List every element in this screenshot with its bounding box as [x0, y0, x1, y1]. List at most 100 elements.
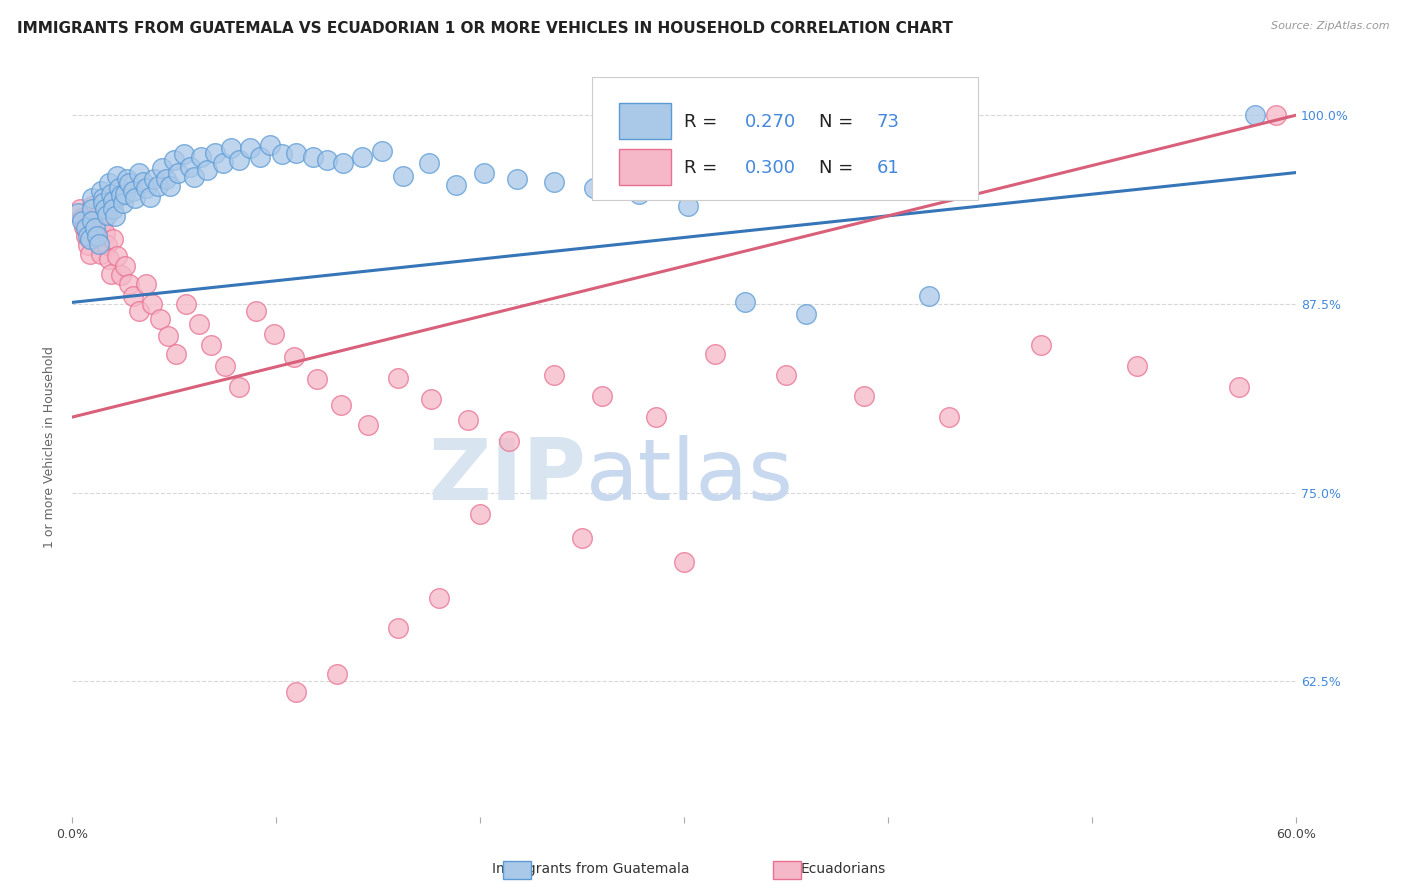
Point	[775, 368, 797, 382]
Point	[100, 267, 122, 281]
Point	[457, 413, 479, 427]
Point	[105, 249, 128, 263]
Text: Source: ZipAtlas.com: Source: ZipAtlas.com	[1271, 21, 1389, 31]
Point	[72, 214, 94, 228]
Point	[734, 295, 756, 310]
Point	[72, 211, 94, 225]
Text: ZIP: ZIP	[429, 435, 586, 518]
Point	[938, 410, 960, 425]
Point	[159, 179, 181, 194]
Point	[190, 151, 212, 165]
Point	[150, 161, 173, 175]
Point	[91, 195, 114, 210]
Point	[104, 210, 127, 224]
Point	[506, 171, 529, 186]
Point	[271, 147, 294, 161]
Point	[673, 555, 696, 569]
Point	[122, 184, 145, 198]
Point	[97, 176, 120, 190]
Point	[852, 389, 875, 403]
Point	[146, 179, 169, 194]
Text: R =: R =	[685, 112, 723, 131]
Point	[101, 194, 124, 209]
Point	[644, 410, 666, 425]
FancyBboxPatch shape	[619, 103, 671, 139]
Point	[82, 191, 104, 205]
Point	[259, 138, 281, 153]
Point	[212, 156, 235, 170]
Point	[1029, 337, 1052, 351]
Text: Ecuadorians: Ecuadorians	[801, 862, 886, 876]
Point	[285, 685, 308, 699]
Point	[101, 232, 124, 246]
Point	[285, 145, 308, 160]
Point	[332, 156, 354, 170]
Point	[156, 328, 179, 343]
Point	[676, 199, 699, 213]
Point	[114, 186, 136, 201]
Point	[105, 169, 128, 183]
Point	[110, 268, 132, 283]
Point	[498, 434, 520, 449]
Point	[543, 175, 565, 189]
Point	[124, 191, 146, 205]
Point	[96, 238, 118, 252]
Point	[330, 398, 353, 412]
Point	[118, 277, 141, 292]
Text: 0.300: 0.300	[745, 159, 796, 177]
Point	[110, 188, 132, 202]
Point	[179, 160, 201, 174]
Text: N =: N =	[818, 159, 859, 177]
FancyBboxPatch shape	[592, 78, 977, 200]
Point	[628, 186, 651, 201]
Point	[67, 206, 90, 220]
Point	[387, 622, 409, 636]
Point	[305, 372, 328, 386]
Point	[115, 171, 138, 186]
Point	[418, 156, 440, 170]
Point	[77, 238, 100, 252]
Text: 0.270: 0.270	[745, 112, 797, 131]
Point	[75, 229, 97, 244]
Point	[239, 141, 262, 155]
Text: IMMIGRANTS FROM GUATEMALA VS ECUADORIAN 1 OR MORE VEHICLES IN HOUSEHOLD CORRELAT: IMMIGRANTS FROM GUATEMALA VS ECUADORIAN …	[17, 21, 953, 37]
Point	[195, 162, 218, 177]
Point	[132, 175, 155, 189]
Point	[703, 347, 725, 361]
Point	[301, 151, 323, 165]
Text: atlas: atlas	[586, 435, 794, 518]
Point	[87, 236, 110, 251]
Point	[96, 208, 118, 222]
Point	[391, 169, 413, 183]
Point	[122, 289, 145, 303]
Point	[571, 531, 593, 545]
FancyBboxPatch shape	[619, 149, 671, 185]
Text: 61: 61	[876, 159, 898, 177]
Text: 73: 73	[876, 112, 900, 131]
Point	[118, 176, 141, 190]
Point	[173, 147, 195, 161]
Point	[326, 666, 349, 681]
Point	[316, 153, 339, 168]
Point	[263, 327, 285, 342]
Point	[93, 202, 115, 216]
Point	[219, 141, 242, 155]
Y-axis label: 1 or more Vehicles in Household: 1 or more Vehicles in Household	[44, 346, 56, 549]
Point	[90, 247, 112, 261]
Point	[108, 180, 131, 194]
Point	[200, 337, 222, 351]
Point	[149, 312, 172, 326]
Point	[245, 304, 267, 318]
Point	[592, 389, 614, 403]
Point	[1264, 108, 1286, 122]
Point	[583, 180, 606, 194]
Point	[91, 191, 114, 205]
Point	[387, 371, 409, 385]
Point	[350, 151, 373, 165]
Point	[472, 165, 495, 179]
Point	[75, 221, 97, 235]
Point	[128, 304, 150, 318]
Point	[141, 297, 163, 311]
Point	[468, 507, 491, 521]
Point	[176, 297, 198, 311]
